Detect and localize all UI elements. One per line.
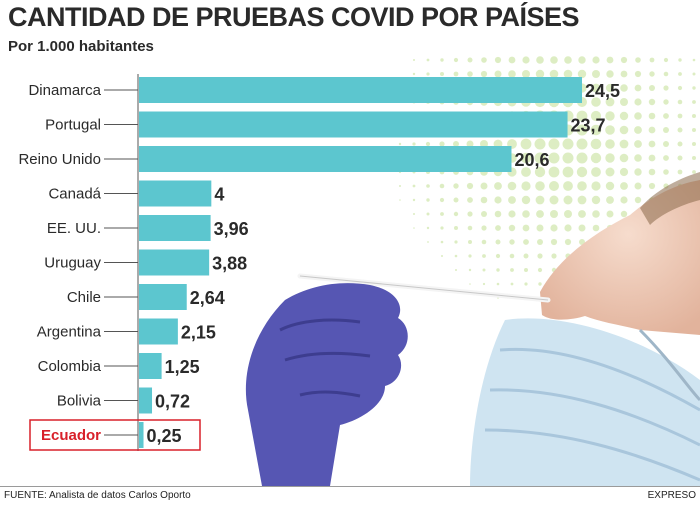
chart-title: CANTIDAD DE PRUEBAS COVID POR PAÍSES <box>8 2 580 32</box>
bar-chart: Dinamarca 24,5 Portugal 23,7 Reino Unido 20,6… <box>18 56 700 486</box>
value-label-5: 3,88 <box>212 254 247 274</box>
footer: FUENTE: Analista de datos Carlos Oporto … <box>0 486 700 507</box>
bar-1 <box>139 111 568 138</box>
value-label-2: 20,6 <box>514 150 549 170</box>
value-label-6: 2,64 <box>190 288 225 308</box>
category-label-6: Chile <box>67 289 101 306</box>
category-label-7: Argentina <box>37 324 102 341</box>
category-label-0: Dinamarca <box>28 82 101 99</box>
chart-subtitle: Por 1.000 habitantes <box>8 38 154 55</box>
mask-fold-lines <box>484 347 700 482</box>
bar-0 <box>139 77 582 103</box>
bar-3 <box>139 180 212 207</box>
value-label-7: 2,15 <box>181 323 216 343</box>
publisher-credit: EXPRESO <box>647 490 696 501</box>
value-label-0: 24,5 <box>585 81 620 101</box>
category-label-8: Colombia <box>38 358 102 375</box>
value-label-8: 1,25 <box>165 357 200 377</box>
face-illustration <box>540 180 700 335</box>
category-label-3: Canadá <box>48 186 101 203</box>
bar-2 <box>139 146 512 172</box>
bar-7 <box>139 318 178 345</box>
category-label-1: Portugal <box>45 117 101 134</box>
mask-strap <box>638 328 700 402</box>
category-label-2: Reino Unido <box>18 151 101 168</box>
glove-illustration <box>245 283 408 486</box>
highlight-box <box>29 419 201 451</box>
bar-6 <box>139 284 187 310</box>
bar-8 <box>139 353 162 379</box>
value-label-1: 23,7 <box>571 116 606 136</box>
value-label-4: 3,96 <box>214 219 249 239</box>
bar-9 <box>139 387 153 414</box>
value-label-9: 0,72 <box>155 392 190 412</box>
value-label-10: 0,25 <box>147 426 182 446</box>
category-label-4: EE. UU. <box>47 220 101 237</box>
bar-4 <box>139 215 211 241</box>
bar-10 <box>139 422 144 448</box>
category-label-9: Bolivia <box>57 393 102 410</box>
category-label-10: Ecuador <box>41 427 101 444</box>
category-label-5: Uruguay <box>44 255 101 272</box>
value-label-3: 4 <box>214 185 224 205</box>
plot-area: Dinamarca 24,5 Portugal 23,7 Reino Unido 20,6… <box>18 74 620 451</box>
hair-illustration <box>640 172 700 225</box>
source-note: FUENTE: Analista de datos Carlos Oporto <box>4 490 191 501</box>
bar-5 <box>139 249 210 276</box>
